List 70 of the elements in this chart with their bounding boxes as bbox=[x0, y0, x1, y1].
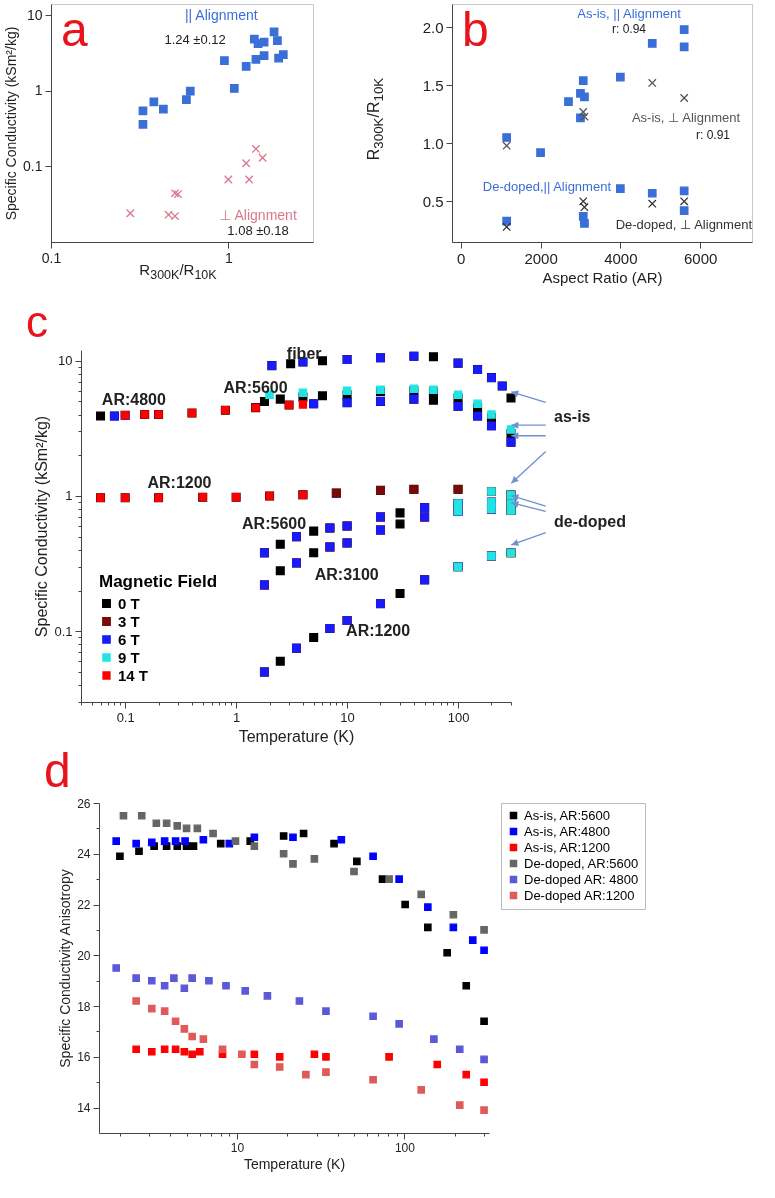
chart-title: b bbox=[462, 3, 489, 56]
x-tick-label: 6000 bbox=[683, 249, 718, 267]
y-tick-label: 10 bbox=[58, 353, 73, 369]
annotation: AR:4800 bbox=[101, 391, 167, 409]
annotation: 1.08 ±0.18 bbox=[227, 223, 289, 239]
x-axis-title: Temperature (K) bbox=[238, 727, 355, 745]
annotation: r: 0.91 bbox=[695, 127, 731, 142]
legend-label: As-is, AR:4800 bbox=[524, 823, 610, 839]
x-tick-label: 4000 bbox=[604, 249, 638, 267]
y-tick-label: 1 bbox=[65, 488, 73, 504]
legend-label: 9 T bbox=[118, 648, 140, 666]
y-axis-title: Specific Conductivity Anisotropy bbox=[57, 869, 74, 1068]
x-axis-title: R$_{300K}$/R$_{10K}$ bbox=[139, 261, 217, 282]
y-axis-title: Specific Conductivity (kSm²/kg) bbox=[3, 26, 20, 221]
y-tick-label: 1 bbox=[34, 82, 43, 99]
legend-label: 0 T bbox=[118, 594, 140, 612]
text: de-doped bbox=[554, 513, 626, 531]
x-tick-label: 100 bbox=[447, 709, 470, 725]
legend-label: As-is, AR:5600 bbox=[524, 807, 610, 823]
annotation: 1.24 ±0.12 bbox=[164, 31, 226, 47]
annotation: AR:3100 bbox=[314, 566, 379, 584]
annotation: r: 0.94 bbox=[611, 21, 647, 36]
annotation: AR:5600 bbox=[242, 515, 307, 533]
legend-label: As-is, AR:1200 bbox=[524, 839, 610, 855]
series-label: As-is, ⊥ Alignment bbox=[631, 110, 741, 126]
y-tick-label: 0.1 bbox=[54, 623, 73, 639]
y-tick-label: 22 bbox=[77, 898, 91, 913]
annotation: AR:1200 bbox=[346, 622, 411, 640]
y-tick-label: 14 bbox=[77, 1101, 91, 1116]
series-label: De-doped, ⊥ Alignment bbox=[615, 217, 753, 233]
series-label: ⊥ Alignment bbox=[219, 206, 297, 223]
legend-label: 6 T bbox=[118, 630, 140, 648]
chart-title: c bbox=[26, 297, 48, 347]
legend-label: 14 T bbox=[118, 666, 149, 684]
y-tick-label: 1.5 bbox=[422, 76, 444, 94]
y-tick-label: 2.0 bbox=[422, 18, 444, 36]
legend-label: 3 T bbox=[118, 612, 140, 630]
x-tick-label: 0.1 bbox=[41, 249, 62, 266]
y-tick-label: 1.0 bbox=[422, 134, 444, 152]
y-tick-label: 18 bbox=[77, 999, 91, 1014]
series-label: || Alignment bbox=[184, 6, 258, 23]
y-tick-label: 16 bbox=[77, 1050, 91, 1065]
series-label: De-doped,|| Alignment bbox=[482, 179, 612, 195]
x-tick-label: 100 bbox=[394, 1140, 416, 1155]
y-tick-label: 10 bbox=[26, 6, 43, 23]
x-tick-label: 1 bbox=[233, 709, 241, 725]
x-axis-title: Aspect Ratio (AR) bbox=[542, 268, 663, 286]
y-tick-label: 0.1 bbox=[23, 157, 43, 174]
legend-label: De-doped, AR:5600 bbox=[524, 855, 639, 871]
y-axis-title: Specific Conductivity (kSm²/kg) bbox=[33, 415, 51, 638]
x-tick-label: 10 bbox=[340, 709, 355, 725]
x-tick-label: 2000 bbox=[524, 249, 558, 267]
annotation: AR:1200 bbox=[147, 474, 212, 492]
x-tick-label: 0 bbox=[457, 249, 466, 267]
annotation: AR:5600 bbox=[223, 379, 288, 397]
legend-label: De-doped AR: 4800 bbox=[524, 871, 639, 887]
y-tick-label: 26 bbox=[77, 796, 91, 811]
annotation: fiber bbox=[286, 345, 322, 363]
y-tick-label: 24 bbox=[77, 847, 91, 862]
legend-label: De-doped AR:1200 bbox=[524, 887, 635, 903]
x-tick-label: 0.1 bbox=[116, 709, 135, 725]
series-label: As-is, || Alignment bbox=[577, 5, 682, 21]
x-axis-title: Temperature (K) bbox=[243, 1155, 346, 1172]
legend-title: Magnetic Field bbox=[99, 572, 218, 591]
chart-title: d bbox=[44, 744, 71, 797]
text: as-is bbox=[554, 407, 591, 425]
y-tick-label: 20 bbox=[77, 948, 91, 963]
x-tick-label: 1 bbox=[224, 249, 233, 266]
chart-title: a bbox=[61, 3, 88, 56]
y-tick-label: 0.5 bbox=[422, 192, 444, 210]
